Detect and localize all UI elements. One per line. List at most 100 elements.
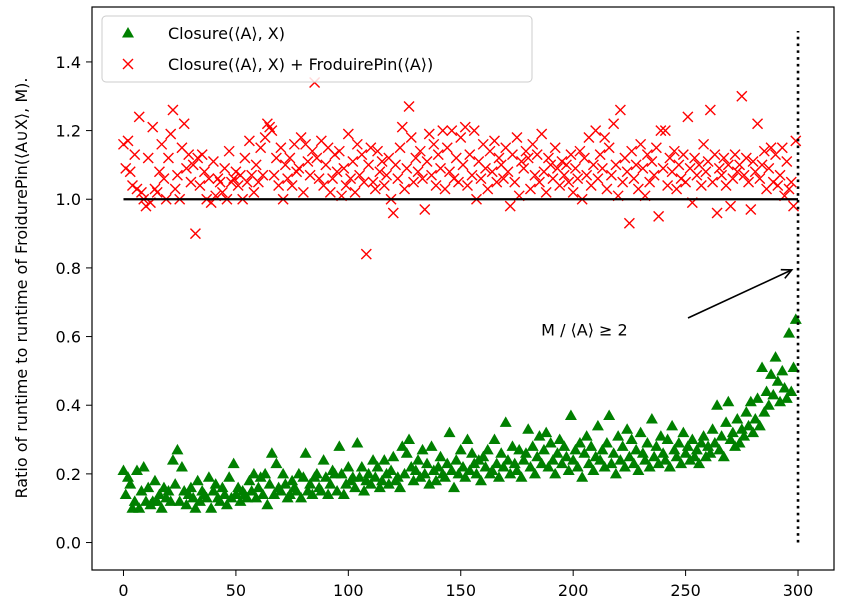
cross-point xyxy=(124,166,136,178)
cross-point xyxy=(365,142,377,154)
triangle-point xyxy=(648,450,661,462)
cross-point xyxy=(722,159,734,171)
cross-point xyxy=(412,166,424,178)
triangle-point xyxy=(598,461,611,472)
cross-point xyxy=(435,162,447,174)
triangle-point xyxy=(324,478,337,489)
cross-point xyxy=(745,204,757,216)
triangle-point xyxy=(609,467,622,479)
cross-point xyxy=(198,166,210,178)
triangle-point xyxy=(789,313,802,324)
cross-point xyxy=(270,152,282,164)
triangle-point xyxy=(769,351,782,362)
triangle-point xyxy=(490,457,503,469)
triangle-point xyxy=(567,454,580,465)
triangle-point xyxy=(331,485,344,496)
cross-point xyxy=(700,166,712,178)
triangle-point xyxy=(268,488,281,499)
triangle-point xyxy=(448,481,461,493)
cross-point xyxy=(414,145,426,157)
triangle-point xyxy=(632,464,645,475)
triangle-point xyxy=(353,471,366,482)
cross-point xyxy=(351,138,363,150)
cross-point xyxy=(704,104,716,116)
triangle-point xyxy=(135,485,148,496)
cross-point xyxy=(423,128,435,140)
y-tick-label: 0.8 xyxy=(56,259,81,278)
cross-point xyxy=(743,176,755,188)
triangle-point xyxy=(247,467,260,479)
triangle-point xyxy=(738,430,751,441)
triangle-point xyxy=(594,454,607,465)
triangle-point xyxy=(333,440,346,451)
triangle-point xyxy=(259,467,272,479)
triangle-point xyxy=(587,464,600,475)
cross-point xyxy=(417,173,429,185)
cross-point xyxy=(171,169,183,181)
cross-point xyxy=(655,125,667,137)
cross-point xyxy=(331,166,343,178)
triangle-point xyxy=(726,426,739,438)
cross-point xyxy=(567,186,579,198)
triangle-point xyxy=(749,412,762,424)
triangle-point xyxy=(702,440,715,451)
triangle-point xyxy=(531,450,544,462)
cross-point xyxy=(596,162,608,174)
triangle-point xyxy=(412,454,425,465)
triangle-point xyxy=(481,443,494,455)
triangle-point xyxy=(243,474,256,486)
triangle-point xyxy=(747,426,760,438)
series-1 xyxy=(117,313,802,513)
cross-point xyxy=(167,104,179,116)
triangle-point xyxy=(358,485,371,496)
cross-point xyxy=(488,135,500,147)
triangle-point xyxy=(625,433,638,445)
cross-point xyxy=(524,183,536,195)
triangle-point xyxy=(693,457,706,469)
cross-point xyxy=(540,186,552,198)
legend-cross-marker xyxy=(122,58,134,70)
triangle-point xyxy=(776,364,789,376)
triangle-point xyxy=(290,485,303,496)
cross-point xyxy=(653,210,665,222)
cross-point xyxy=(214,176,226,188)
cross-point xyxy=(428,138,440,150)
triangle-point xyxy=(205,502,218,513)
triangle-point xyxy=(274,485,287,496)
triangle-point xyxy=(425,440,438,451)
triangle-point xyxy=(582,457,595,469)
triangle-point xyxy=(270,457,283,469)
cross-point xyxy=(117,138,129,150)
triangle-point xyxy=(394,481,407,493)
triangle-point xyxy=(137,461,150,472)
cross-point xyxy=(273,180,285,192)
triangle-point xyxy=(580,430,593,441)
cross-point xyxy=(788,200,800,212)
cross-point xyxy=(180,162,192,174)
triangle-point xyxy=(252,481,265,493)
triangle-point xyxy=(765,368,778,379)
cross-point xyxy=(441,142,453,154)
triangle-point xyxy=(304,478,317,489)
triangle-point xyxy=(630,443,643,455)
cross-point xyxy=(657,162,669,174)
cross-point xyxy=(122,135,134,147)
cross-point xyxy=(644,176,656,188)
triangle-point xyxy=(659,454,672,465)
cross-point xyxy=(628,173,640,185)
cross-point xyxy=(399,183,411,195)
triangle-point xyxy=(591,419,604,431)
cross-point xyxy=(405,131,417,143)
cross-point xyxy=(504,200,516,212)
triangle-point xyxy=(432,461,445,472)
cross-point xyxy=(360,248,372,260)
triangle-point xyxy=(364,478,377,489)
cross-point xyxy=(572,173,584,185)
triangle-point xyxy=(434,450,447,462)
cross-point xyxy=(410,152,422,164)
x-tick-label: 200 xyxy=(558,581,589,600)
triangle-point xyxy=(310,467,323,479)
cross-point xyxy=(590,125,602,137)
cross-point xyxy=(455,131,467,143)
triangle-point xyxy=(171,443,184,455)
